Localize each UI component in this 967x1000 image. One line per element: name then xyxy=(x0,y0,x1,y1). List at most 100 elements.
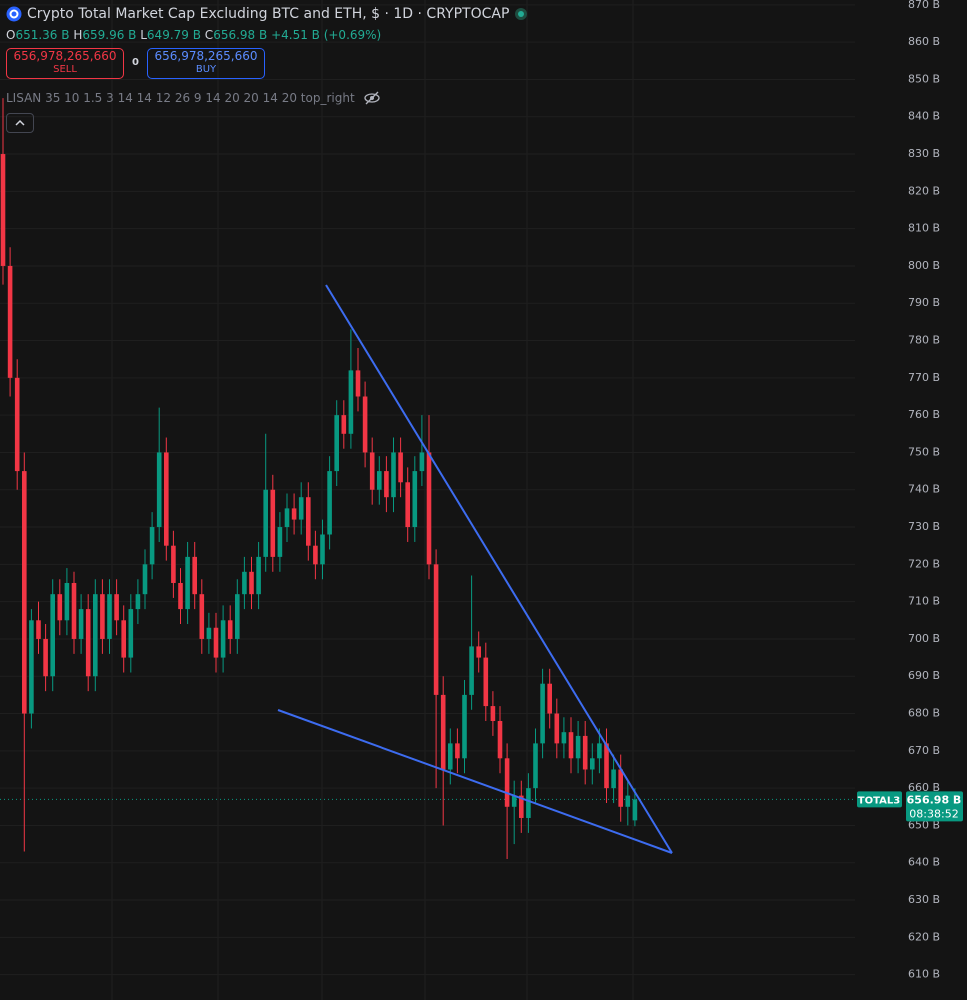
candle-body xyxy=(426,452,432,565)
ohlc-key: O xyxy=(6,28,16,42)
candle-body xyxy=(632,799,638,821)
candle-body xyxy=(29,620,34,714)
candle-body xyxy=(178,582,183,610)
candle-body xyxy=(618,769,623,807)
candle-body xyxy=(590,758,595,770)
candle-body xyxy=(100,594,105,639)
candle-body xyxy=(78,609,84,639)
candle-body xyxy=(440,694,446,770)
candle-body xyxy=(384,471,389,498)
candle-body xyxy=(284,508,290,528)
candle-body xyxy=(270,489,276,557)
candle-body xyxy=(483,657,489,707)
candle-body xyxy=(568,732,574,759)
axis-background xyxy=(855,0,967,1000)
candle-body xyxy=(57,594,63,621)
candle-body xyxy=(448,743,453,770)
candle-body xyxy=(597,743,602,759)
candle-body xyxy=(156,452,162,528)
y-tick-label: 800 B xyxy=(908,259,940,272)
candle-body xyxy=(93,594,98,677)
candle-body xyxy=(306,497,311,546)
y-tick-label: 770 B xyxy=(908,371,940,384)
candle-body xyxy=(298,497,304,520)
candle-body xyxy=(71,582,77,639)
indicator-text: LISAN 35 10 1.5 3 14 14 12 26 9 14 20 20… xyxy=(6,91,355,105)
candle-body xyxy=(277,527,283,557)
candle-body xyxy=(433,564,439,695)
y-tick-label: 790 B xyxy=(908,296,940,309)
y-tick-label: 750 B xyxy=(908,445,940,458)
symbol-icon xyxy=(6,6,22,22)
candle-body xyxy=(476,646,481,658)
y-tick-label: 610 B xyxy=(908,968,940,981)
candle-body xyxy=(490,706,496,721)
candle-body xyxy=(291,508,297,520)
candle-body xyxy=(362,396,368,453)
candle-body xyxy=(348,370,354,434)
status-dot xyxy=(515,8,528,20)
candle-body xyxy=(114,594,119,621)
y-tick-label: 700 B xyxy=(908,632,940,645)
candles xyxy=(0,98,638,860)
sell-price: 656,978,265,660 xyxy=(13,49,117,63)
candle-body xyxy=(313,545,318,565)
candle-body xyxy=(171,545,176,583)
price-tag: 656.98 B xyxy=(907,793,962,806)
candle-body xyxy=(235,594,240,639)
time-grid xyxy=(111,0,634,1000)
buy-price: 656,978,265,660 xyxy=(154,49,258,63)
candle-body xyxy=(625,795,631,807)
candle-body xyxy=(582,735,588,770)
y-tick-label: 690 B xyxy=(908,669,940,682)
candle-body xyxy=(135,594,141,610)
candle-body xyxy=(575,735,581,759)
candle-body xyxy=(469,646,474,695)
y-tick-label: 860 B xyxy=(908,35,940,48)
ohlc-legend: O651.36 B H659.96 B L649.79 B C656.98 B … xyxy=(6,28,381,42)
candle-body xyxy=(341,415,347,434)
candle-body xyxy=(334,415,339,472)
y-tick-label: 630 B xyxy=(908,893,940,906)
visibility-icon[interactable] xyxy=(363,91,381,105)
candle-body xyxy=(213,627,219,658)
collapse-icon xyxy=(15,119,25,126)
y-tick-label: 810 B xyxy=(908,222,940,235)
candle-body xyxy=(547,683,552,714)
change: +4.51 B (+0.69%) xyxy=(271,28,382,42)
trend-line[interactable] xyxy=(277,709,673,854)
overlay xyxy=(277,284,673,854)
price-tag-bg xyxy=(906,791,963,822)
y-tick-label: 870 B xyxy=(908,0,940,11)
candle-body xyxy=(497,720,503,759)
y-tick-label: 840 B xyxy=(908,110,940,123)
ohlc-value: 649.79 B xyxy=(146,28,201,42)
y-tick-label: 830 B xyxy=(908,147,940,160)
candle-body xyxy=(419,452,425,472)
candle-body xyxy=(611,769,616,789)
symbol-tag-bg xyxy=(857,791,902,808)
candle-body xyxy=(128,609,134,658)
candle-body xyxy=(192,556,197,595)
symbol-title: Crypto Total Market Cap Excluding BTC an… xyxy=(6,6,528,22)
y-tick-label: 850 B xyxy=(908,72,940,85)
collapse-button[interactable] xyxy=(6,113,34,133)
trend-line[interactable] xyxy=(325,284,673,854)
candle-body xyxy=(369,452,375,490)
sell-button[interactable]: 656,978,265,660 SELL xyxy=(6,48,124,79)
candle-body xyxy=(85,609,91,677)
y-tick-label: 780 B xyxy=(908,334,940,347)
y-tick-label: 650 B xyxy=(908,818,940,831)
candle-body xyxy=(256,556,261,595)
y-tick-label: 620 B xyxy=(908,930,940,943)
y-tick-label: 730 B xyxy=(908,520,940,533)
candle-body xyxy=(455,743,460,759)
y-tick-label: 720 B xyxy=(908,557,940,570)
candle-body xyxy=(242,571,247,595)
buy-button[interactable]: 656,978,265,660 BUY xyxy=(147,48,265,79)
candle-body xyxy=(540,683,545,744)
candle-body xyxy=(22,471,27,714)
y-tick-label: 670 B xyxy=(908,744,940,757)
price-axis: 610 B 620 B 630 B 640 B 650 B 660 B 670 B 680 B… xyxy=(855,0,967,1000)
